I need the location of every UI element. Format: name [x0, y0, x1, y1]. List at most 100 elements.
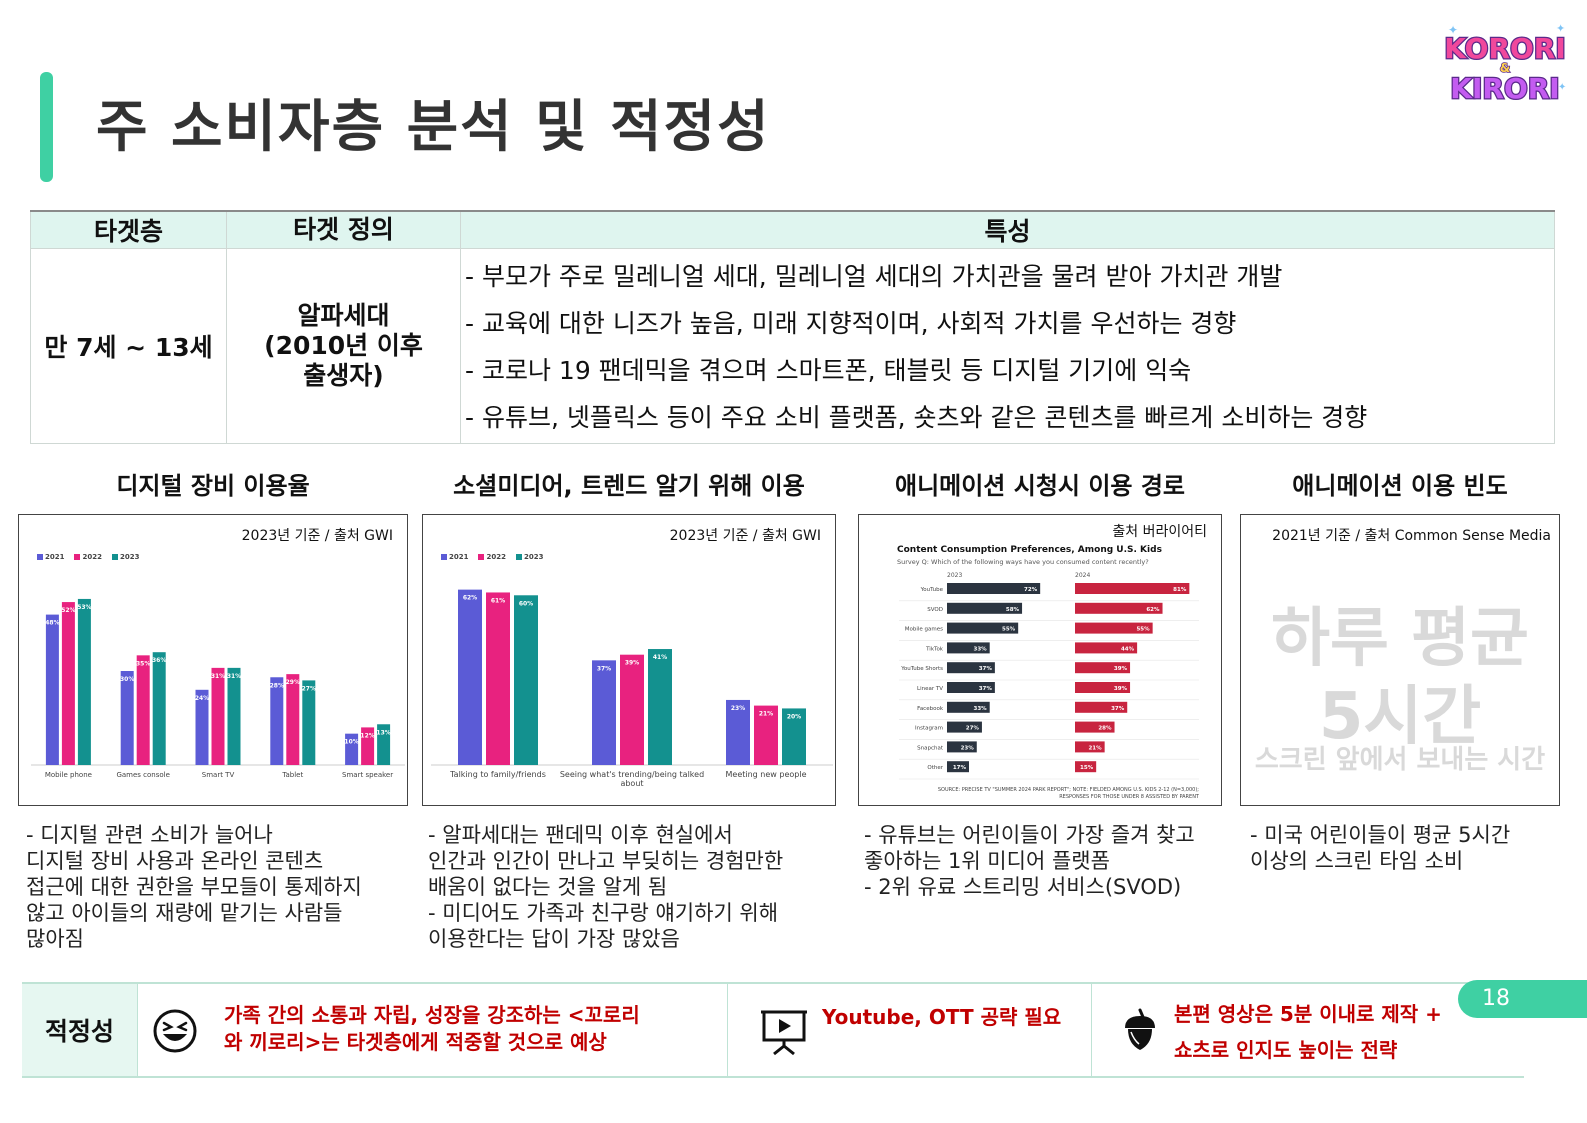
desc-line: 많아짐	[26, 927, 84, 951]
svg-text:KIRORI: KIRORI	[1450, 72, 1559, 105]
chart-category-label: Mobile phone	[45, 771, 92, 779]
fit-band: 적정성 가족 간의 소통과 자립, 성장을 강조하는 <꼬로리 와 끼로리>는 …	[22, 982, 1524, 1078]
chart-bar	[947, 741, 977, 753]
chart-category-label: Smart speaker	[342, 771, 393, 779]
fit-item: 본편 영상은 5분 이내로 제작 + 쇼츠로 인지도 높이는 전략	[1092, 984, 1524, 1076]
chart-bar	[947, 622, 1019, 634]
chart-category-label: Meeting new people	[726, 770, 807, 779]
chart-digital-devices: 2023년 기준 / 출처 GWI 2021 2022 2023 48% 52% 5…	[18, 514, 408, 806]
fit-item: 가족 간의 소통과 자립, 성장을 강조하는 <꼬로리 와 끼로리>는 타겟층에…	[138, 984, 728, 1076]
chart-footnote: SOURCE: PRECISE TV "SUMMER 2024 PARK REP…	[938, 787, 1199, 793]
chart-data-label: 35%	[136, 660, 150, 667]
fit-item: Youtube, OTT 공략 필요	[728, 984, 1092, 1076]
chart-data-label: 81%	[1173, 587, 1187, 593]
chart-social-media-plot: 62% 61% 60% Talking to family/friends 37% 39%…	[431, 589, 833, 788]
presentation-screen-icon	[761, 1010, 807, 1056]
desc-social-media: - 알파세대는 팬데믹 이후 현실에서 인간과 인간이 만나고 부딪히는 경험만…	[428, 822, 838, 952]
chart-source: 2021년 기준 / 출처 Common Sense Media	[1272, 528, 1551, 544]
trait-item: - 부모가 주로 밀레니얼 세대, 밀레니얼 세대의 가치관을 물려 받아 가치…	[465, 262, 1283, 291]
chart-bar	[120, 671, 134, 765]
chart-bar	[1075, 602, 1163, 614]
chart-data-label: 36%	[152, 657, 166, 664]
target-table: 타겟층 타겟 정의 특성 만 7세 ~ 13세 알파세대 (2010년 이후 출…	[30, 210, 1555, 444]
chart-bar	[486, 592, 510, 765]
chart-data-label: 31%	[227, 673, 241, 680]
desc-line: 인간과 인간이 만나고 부딪히는 경험만한	[428, 849, 784, 873]
chart-data-label: 24%	[195, 695, 209, 702]
chart-bar	[620, 654, 644, 765]
legend-item: 2023	[515, 553, 544, 561]
desc-line: - 알파세대는 팬데믹 이후 현실에서	[428, 823, 733, 847]
trait-item: - 교육에 대한 니즈가 높음, 미래 지향적이며, 사회적 가치를 우선하는 …	[465, 309, 1237, 338]
chart-data-label: 39%	[625, 660, 639, 667]
chart-data-label: 48%	[45, 620, 59, 627]
chart-bar	[227, 667, 241, 765]
page-number: 18	[1458, 980, 1587, 1018]
chart-category-label: Other	[927, 765, 943, 771]
chart-bar	[947, 642, 990, 654]
definition-line: (2010년 이후	[264, 331, 423, 360]
chart-category-label: Games console	[116, 771, 169, 779]
desc-line: 이용한다는 답이 가장 많았음	[428, 927, 680, 951]
chart-data-label: 12%	[360, 732, 374, 739]
chart-data-label: 21%	[759, 711, 773, 718]
chart-data-label: 60%	[519, 600, 533, 607]
desc-line: 접근에 대한 권한을 부모들이 통제하지	[26, 875, 362, 899]
chart-bar	[377, 724, 391, 765]
fit-text-line: Youtube, OTT 공략 필요	[822, 1005, 1062, 1029]
chart-bar	[592, 660, 616, 765]
target-traits: - 부모가 주로 밀레니얼 세대, 밀레니얼 세대의 가치관을 물려 받아 가치…	[460, 248, 1555, 444]
desc-line: 디지털 장비 사용과 온라인 콘텐츠	[26, 849, 324, 873]
acorn-icon	[1125, 1008, 1155, 1050]
legend-item: 2021	[37, 553, 64, 561]
chart-data-label: 53%	[77, 604, 91, 611]
legend-item: 2023	[111, 553, 139, 561]
chart-bar	[1075, 701, 1128, 713]
chart-bar	[1075, 741, 1105, 753]
chart-bar	[152, 652, 166, 765]
chart-data-label: 61%	[491, 597, 505, 604]
chart-bar	[1075, 662, 1131, 674]
fit-text-line: 쇼츠로 인지도 높이는 전략	[1174, 1038, 1398, 1062]
heading-usage-frequency: 애니메이션 이용 빈도	[1292, 472, 1508, 500]
chart-data-label: 39%	[1114, 666, 1128, 672]
chart-data-label: 37%	[979, 686, 993, 692]
chart-bar	[1075, 761, 1097, 773]
fit-text-line: 본편 영상은 5분 이내로 제작 +	[1174, 1002, 1442, 1026]
chart-data-label: 30%	[120, 676, 134, 683]
legend-item: 2021	[441, 553, 468, 561]
chart-source: 출처 버라이어티	[1112, 524, 1207, 540]
chart-category-label: Tablet	[281, 771, 303, 779]
chart-data-label: 52%	[61, 607, 75, 614]
chart-bar	[514, 595, 538, 765]
chart-footnote: RESPONSES FOR THOSE UNDER 8 ASSISTED BY …	[1059, 794, 1200, 800]
chart-viewing-path-plot: Content Consumption Preferences, Among U…	[897, 545, 1200, 800]
chart-title: Content Consumption Preferences, Among U…	[897, 545, 1162, 555]
chart-bar	[136, 655, 150, 765]
desc-line: - 미국 어린이들이 평균 5시간	[1250, 823, 1511, 847]
header-traits: 특성	[460, 210, 1555, 249]
chart-bar	[458, 589, 482, 765]
chart-digital-devices-plot: 48%52% 53% Mobile phone 30% 35% 36% Games cons…	[31, 598, 405, 779]
chart-bar	[1075, 721, 1115, 733]
chart-bar	[61, 602, 75, 765]
chart-bar	[270, 677, 284, 765]
chart-data-label: 13%	[376, 729, 390, 736]
svg-text:✦: ✦	[1558, 82, 1566, 93]
legend-label: 2023	[523, 553, 544, 561]
definition-line: 알파세대	[297, 301, 390, 330]
heading-digital-devices: 디지털 장비 이용율	[116, 472, 310, 500]
chart-data-label: 33%	[974, 706, 988, 712]
chart-bar	[195, 689, 209, 765]
fit-text: 가족 간의 소통과 자립, 성장을 강조하는 <꼬로리 와 끼로리>는 타겟층에…	[224, 1002, 640, 1056]
target-table-row: 만 7세 ~ 13세 알파세대 (2010년 이후 출생자) - 부모가 주로 …	[30, 248, 1555, 444]
chart-category-label: SVOD	[927, 607, 943, 613]
svg-text:&: &	[1500, 61, 1510, 75]
desc-line: 않고 아이들의 재량에 맡기는 사람들	[26, 901, 343, 925]
chart-data-label: 27%	[302, 685, 316, 692]
chart-subtitle: Survey Q: Which of the following ways ha…	[897, 558, 1149, 566]
chart-data-label: 23%	[731, 705, 745, 712]
desc-line: - 디지털 관련 소비가 늘어나	[26, 823, 273, 847]
chart-data-label: 39%	[1114, 686, 1128, 692]
svg-text:✦: ✦	[1556, 22, 1565, 35]
